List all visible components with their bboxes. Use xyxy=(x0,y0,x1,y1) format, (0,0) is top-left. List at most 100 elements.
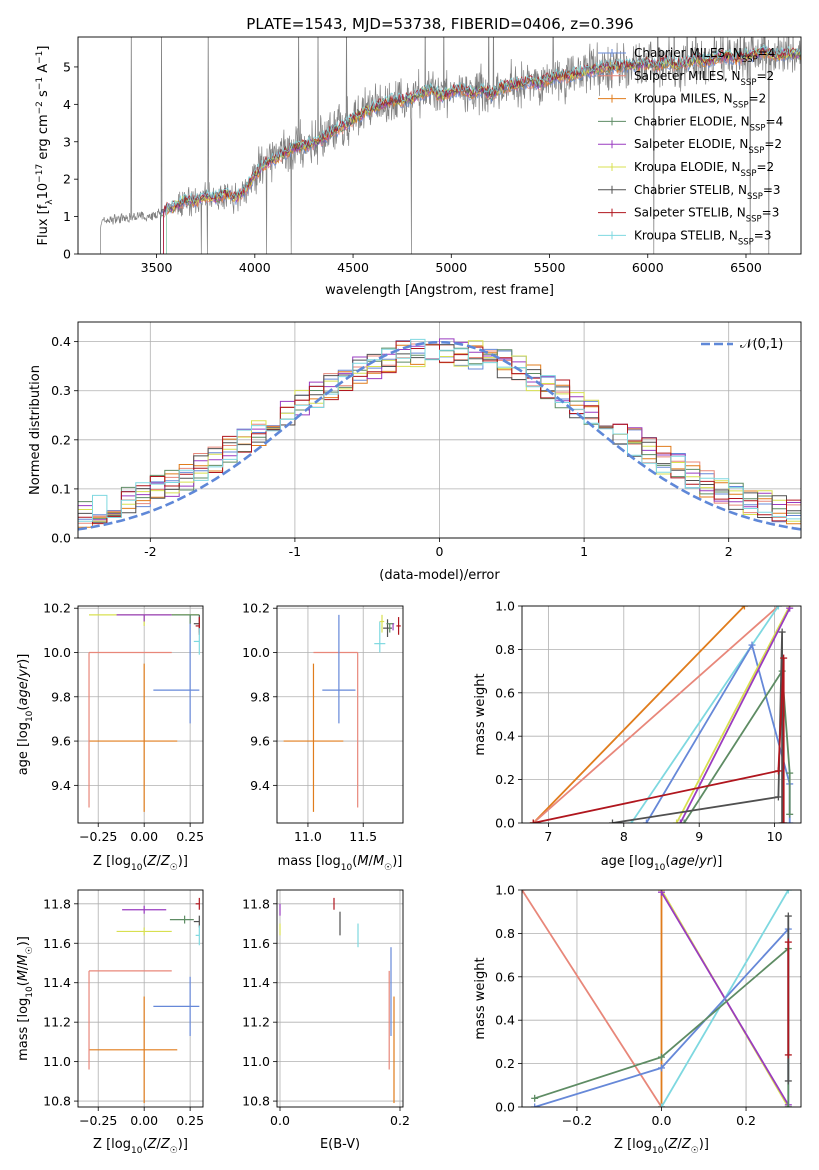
label-part: ( xyxy=(16,981,31,986)
label-part: ☉ xyxy=(691,1146,699,1156)
label-part: 10 xyxy=(131,863,143,873)
label-part: 10 xyxy=(25,710,35,722)
legend-sub: SSP xyxy=(738,237,754,247)
weight-series-2 xyxy=(630,606,780,823)
legend-sub: SSP xyxy=(750,123,766,133)
legend-text: Kroupa ELODIE, N xyxy=(634,160,741,174)
y-tick-label: 11.4 xyxy=(43,975,71,990)
x-tick-label: −0.25 xyxy=(79,829,117,844)
axes-mass_vs_ebv: 0.0 0.2 10.8 11.0 11.2 11.4 11.6 11.8 xyxy=(242,890,410,1128)
legend-suffix: =4 xyxy=(758,46,776,60)
x-tick-label: -1 xyxy=(289,544,301,559)
legend-text: Chabrier ELODIE, N xyxy=(634,114,750,128)
y-tick-label: 11.6 xyxy=(43,936,71,951)
errorbar-point xyxy=(193,915,200,928)
errorbar-point xyxy=(379,614,385,633)
legend-sub: SSP xyxy=(733,101,749,111)
y-tick-label: 0.2 xyxy=(51,432,71,447)
x-tick-label: −0.2 xyxy=(562,1113,592,1128)
line-plot-weight_vs_Z xyxy=(522,890,792,1107)
y-tick-label: 0.2 xyxy=(495,1056,515,1071)
legend-label: Salpeter STELIB, NSSP=3 xyxy=(634,206,779,225)
errorbar-point xyxy=(396,617,401,635)
label-part: yr xyxy=(16,662,31,678)
label-part: / xyxy=(156,1137,161,1152)
label-part: )] xyxy=(16,936,31,946)
label-part: M xyxy=(16,954,31,965)
y-tick-label: 10.8 xyxy=(242,1094,270,1109)
errorbar-point xyxy=(383,619,392,637)
spectrum-xlabel: wavelength [Angstrom, rest frame] xyxy=(325,283,554,298)
x-tick-label: 0.25 xyxy=(176,1113,204,1128)
x-tick-label: 1 xyxy=(580,544,588,559)
label-part: λ xyxy=(45,199,55,205)
legend-suffix: =2 xyxy=(756,160,774,174)
y-tick-label: 10.8 xyxy=(43,1094,71,1109)
weight-vs-Z-ylabel: mass weight xyxy=(473,957,488,1039)
errorbar-point xyxy=(193,628,200,655)
label-part: / xyxy=(16,965,31,970)
y-tick-label: 11.8 xyxy=(43,896,71,911)
legend-entry: Kroupa MILES, NSSP=2 xyxy=(598,92,766,111)
y-tick-label: 11.0 xyxy=(43,1054,71,1069)
x-tick-label: 6500 xyxy=(730,260,762,275)
legend-suffix: =3 xyxy=(762,206,780,220)
y-tick-label: 0.4 xyxy=(495,1013,515,1028)
weight-series-6 xyxy=(683,668,791,823)
x-tick-label: 4000 xyxy=(239,260,271,275)
x-tick-label: 7 xyxy=(544,829,552,844)
y-tick-label: 10.2 xyxy=(242,601,270,616)
x-tick-label: 4500 xyxy=(337,260,369,275)
legend-sub: SSP xyxy=(748,146,764,156)
label-part: M xyxy=(373,854,384,869)
legend-suffix: =2 xyxy=(749,92,767,106)
errorbar-point xyxy=(169,915,194,924)
x-tick-label: 8 xyxy=(620,829,628,844)
x-tick-label: 0.2 xyxy=(736,1113,756,1128)
y-tick-label: 9.8 xyxy=(250,689,270,704)
label-part: 10 xyxy=(341,863,353,873)
y-tick-label: 0.4 xyxy=(51,334,71,349)
errorbar-point xyxy=(195,925,200,946)
legend-entry: Chabrier ELODIE, NSSP=4 xyxy=(598,114,783,133)
y-tick-label: 1 xyxy=(63,209,71,224)
errorbar-plot-mass_vs_Z xyxy=(88,897,200,1104)
y-tick-label: 1.0 xyxy=(495,883,515,898)
label-part: Z xyxy=(147,1137,158,1152)
errorbar-point xyxy=(171,614,200,624)
mass-vs-Z-ylabel: mass [log10(M/M☉)] xyxy=(16,936,35,1061)
legend-label: Chabrier MILES, NSSP=4 xyxy=(634,46,775,65)
legend-text: Salpeter STELIB, N xyxy=(634,206,746,220)
x-tick-label: 9 xyxy=(695,829,703,844)
legend-label: Kroupa MILES, NSSP=2 xyxy=(634,92,766,111)
label-part: )] xyxy=(178,854,188,869)
label-part: Z [log xyxy=(93,1137,131,1152)
legend-label: Kroupa STELIB, NSSP=3 xyxy=(634,228,772,247)
label-part: 10 xyxy=(131,1146,143,1156)
legend-label: Chabrier ELODIE, NSSP=4 xyxy=(634,114,783,133)
label-part: yr xyxy=(698,854,714,869)
label-part: age xyxy=(16,681,31,705)
y-tick-label: 9.8 xyxy=(51,689,71,704)
y-tick-label: 10.0 xyxy=(242,645,270,660)
legend-sub: SSP xyxy=(741,169,757,179)
label-part: A xyxy=(36,64,51,77)
legend-label: Kroupa ELODIE, NSSP=2 xyxy=(634,160,774,179)
frame-spectrum xyxy=(77,36,802,255)
y-tick-label: 9.6 xyxy=(51,734,71,749)
weight-series-0 xyxy=(532,606,746,823)
label-part: erg cm xyxy=(36,114,51,163)
y-tick-label: 0.8 xyxy=(495,926,515,941)
y-tick-label: 0.2 xyxy=(495,772,515,787)
frame-weight_vs_age xyxy=(521,605,802,824)
legend-sub: SSP xyxy=(741,78,757,88)
x-tick-label: 3500 xyxy=(141,260,173,275)
age-vs-Z-ylabel: age [log10(age/yr)] xyxy=(16,654,35,776)
x-tick-label: 6000 xyxy=(632,260,664,275)
x-tick-label: 0.2 xyxy=(390,1113,410,1128)
histogram-plot xyxy=(78,338,801,532)
legend-label: 𝒩(0,1) xyxy=(740,337,783,352)
weight-vs-Z-xlabel: Z [log10(Z/Z☉)] xyxy=(614,1137,709,1156)
y-tick-label: 0.0 xyxy=(495,1100,515,1115)
x-tick-label: −0.25 xyxy=(79,1113,117,1128)
